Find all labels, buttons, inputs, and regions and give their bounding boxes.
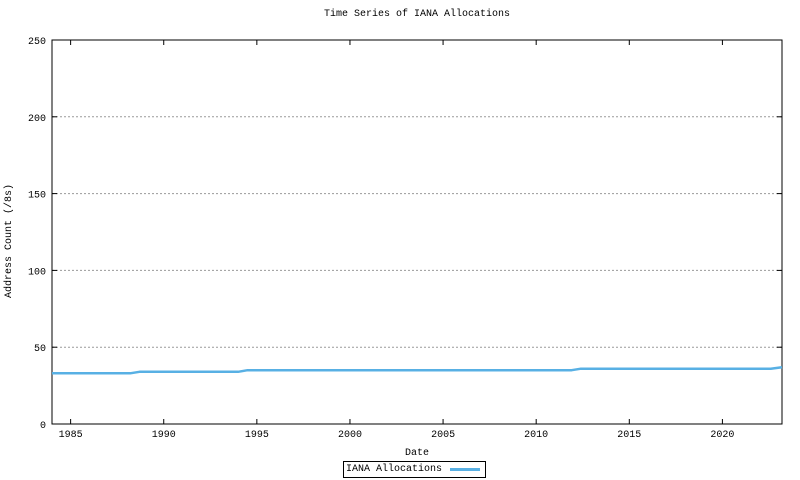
chart-title: Time Series of IANA Allocations bbox=[323, 9, 511, 20]
x-tick-label: 2005 bbox=[431, 430, 455, 441]
y-tick-label: 250 bbox=[28, 37, 46, 48]
plot-frame bbox=[51, 39, 783, 425]
y-tick-label: 100 bbox=[28, 267, 46, 278]
x-tick-label: 2020 bbox=[710, 430, 734, 441]
y-tick-label: 50 bbox=[34, 344, 46, 355]
legend-series-label: IANA Allocations bbox=[346, 464, 443, 475]
x-tick-label: 2015 bbox=[617, 430, 641, 441]
x-tick-label: 1985 bbox=[59, 430, 83, 441]
y-tick-label: 200 bbox=[28, 114, 46, 125]
x-tick-label: 2000 bbox=[338, 430, 362, 441]
x-tick-label: 1995 bbox=[245, 430, 269, 441]
x-tick-label: 2010 bbox=[524, 430, 548, 441]
y-tick-label: 150 bbox=[28, 191, 46, 202]
legend: IANA Allocations bbox=[343, 461, 486, 478]
data-line bbox=[52, 365, 783, 375]
x-tick-label: 1990 bbox=[152, 430, 176, 441]
y-tick-label: 0 bbox=[40, 421, 46, 432]
x-axis-label: Date bbox=[404, 448, 429, 459]
legend-line-sample bbox=[450, 468, 480, 471]
